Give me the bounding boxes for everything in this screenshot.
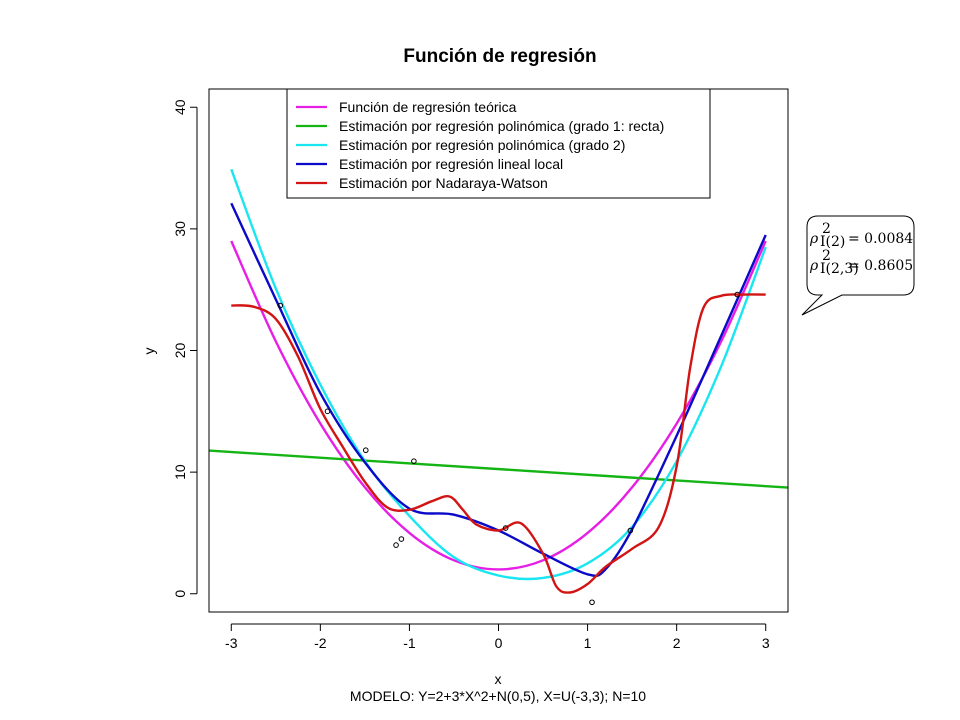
r2-sub-1: I(2) xyxy=(820,234,845,250)
x-tick-label: 2 xyxy=(673,635,681,651)
y-axis-label: y xyxy=(141,348,157,355)
data-point xyxy=(627,527,634,534)
data-point xyxy=(362,447,369,454)
legend: Función de regresión teórica Estimación p… xyxy=(286,88,711,199)
nadaraya-watson-curve xyxy=(231,293,766,594)
series-group xyxy=(209,168,788,606)
r2-row-1: ρ 2 I(2) = 0.0084 xyxy=(809,221,913,250)
r2-symbol-2: ρ xyxy=(809,258,819,274)
legend-label: Estimación por regresión polinómica (gra… xyxy=(339,118,664,134)
r2-exp-2: 2 xyxy=(822,248,831,264)
data-point xyxy=(502,525,509,531)
y-tick-label: 20 xyxy=(172,343,188,359)
data-point xyxy=(411,458,417,464)
r2-symbol-1: ρ xyxy=(809,231,819,247)
chart-title: Función de regresión xyxy=(403,46,596,67)
model-caption: MODELO: Y=2+3*X^2+N(0,5), X=U(-3,3); N=1… xyxy=(350,688,646,704)
r2-exp-1: 2 xyxy=(822,221,831,237)
y-tick-label: 40 xyxy=(172,99,188,115)
y-axis: 0 10 20 30 40 xyxy=(172,99,198,598)
data-point xyxy=(398,536,405,542)
x-tick-label: 0 xyxy=(495,635,503,651)
x-tick-label: -2 xyxy=(314,635,327,651)
data-point xyxy=(734,291,741,298)
r2-value-1: = 0.0084 xyxy=(848,231,913,247)
y-tick-label: 10 xyxy=(172,464,188,480)
data-point xyxy=(277,302,284,309)
y-tick-label: 30 xyxy=(172,221,188,237)
data-point xyxy=(324,408,331,415)
legend-box xyxy=(286,88,711,199)
r2-value-2: = 0.8605 xyxy=(848,258,913,274)
callout-bubble xyxy=(801,215,915,316)
r2-callout: ρ 2 I(2) = 0.0084 ρ 2 I(2,3) = 0.8605 xyxy=(801,215,915,316)
x-tick-label: -3 xyxy=(225,635,238,651)
x-tick-label: 3 xyxy=(762,635,770,651)
x-tick-label: 1 xyxy=(584,635,592,651)
y-tick-label: 0 xyxy=(172,590,188,598)
x-axis-label: x xyxy=(495,671,502,687)
data-point xyxy=(589,599,595,606)
r2-sub-2: I(2,3) xyxy=(820,261,859,277)
plot-area xyxy=(209,168,788,606)
quadratic-fit-curve xyxy=(230,168,767,581)
legend-label: Estimación por regresión lineal local xyxy=(339,156,563,172)
data-point xyxy=(393,542,399,548)
local-linear-curve xyxy=(230,202,767,578)
legend-label: Estimación por Nadaraya-Watson xyxy=(339,175,548,191)
r2-row-2: ρ 2 I(2,3) = 0.8605 xyxy=(809,248,913,277)
legend-label: Función de regresión teórica xyxy=(339,99,517,115)
x-axis: -3 -2 -1 0 1 2 3 xyxy=(225,623,770,651)
linear-fit-line xyxy=(209,449,788,489)
x-tick-label: -1 xyxy=(403,635,416,651)
legend-label: Estimación por regresión polinómica (gra… xyxy=(339,137,625,153)
